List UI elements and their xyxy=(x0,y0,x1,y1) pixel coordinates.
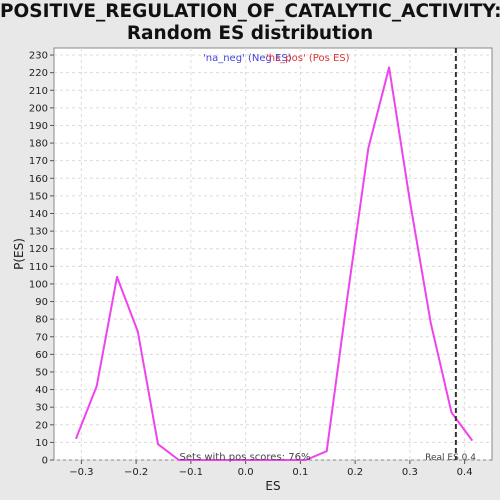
y-tick-label: 140 xyxy=(29,209,48,220)
y-tick-label: 210 xyxy=(29,86,48,97)
y-tick-label: 10 xyxy=(35,438,48,449)
y-tick-label: 80 xyxy=(35,315,48,326)
y-tick-label: 110 xyxy=(29,262,48,273)
legend-neg-es: 'na_neg' (Neg ES) xyxy=(203,53,292,64)
y-tick-label: 200 xyxy=(29,103,48,114)
series-line-pos-es xyxy=(74,66,474,461)
x-tick-label: 0.4 xyxy=(457,467,473,478)
y-tick-label: 160 xyxy=(29,174,48,185)
y-axis-label: P(ES) xyxy=(12,238,26,270)
y-tick-label: 20 xyxy=(35,420,48,431)
x-tick-label: −0.3 xyxy=(69,467,93,478)
y-tick-label: 60 xyxy=(35,350,48,361)
x-tick-label: −0.1 xyxy=(179,467,203,478)
legend-pos-es: 'hs_pos' (Pos ES) xyxy=(266,53,350,64)
pos-scores-annotation: Sets with pos scores: 76% xyxy=(180,452,311,463)
y-tick-label: 40 xyxy=(35,385,48,396)
y-tick-label: 130 xyxy=(29,227,48,238)
y-tick-label: 190 xyxy=(29,121,48,132)
x-tick-label: 0.0 xyxy=(238,467,254,478)
x-tick-label: −0.2 xyxy=(124,467,148,478)
y-tick-label: 170 xyxy=(29,156,48,167)
y-tick-label: 220 xyxy=(29,68,48,79)
y-tick-label: 30 xyxy=(35,403,48,414)
x-axis-label: ES xyxy=(265,479,280,493)
y-tick-label: 180 xyxy=(29,139,48,150)
x-tick-label: 0.2 xyxy=(347,467,363,478)
y-tick-label: 50 xyxy=(35,367,48,378)
plot-background xyxy=(53,47,493,461)
x-tick-label: 0.1 xyxy=(292,467,308,478)
y-tick-label: 90 xyxy=(35,297,48,308)
x-tick-label: 0.3 xyxy=(402,467,418,478)
chart-title-line2: Random ES distribution xyxy=(126,23,374,44)
y-tick-label: 120 xyxy=(29,244,48,255)
y-tick-label: 100 xyxy=(29,279,48,290)
y-tick-label: 150 xyxy=(29,191,48,202)
y-tick-label: 230 xyxy=(29,51,48,62)
y-tick-label: 70 xyxy=(35,332,48,343)
real-es-label: Real ES 0.4 xyxy=(425,453,476,463)
chart-title-line1: POSITIVE_REGULATION_OF_CATALYTIC_ACTIVIT… xyxy=(0,1,500,22)
y-tick-label: 0 xyxy=(42,456,48,467)
